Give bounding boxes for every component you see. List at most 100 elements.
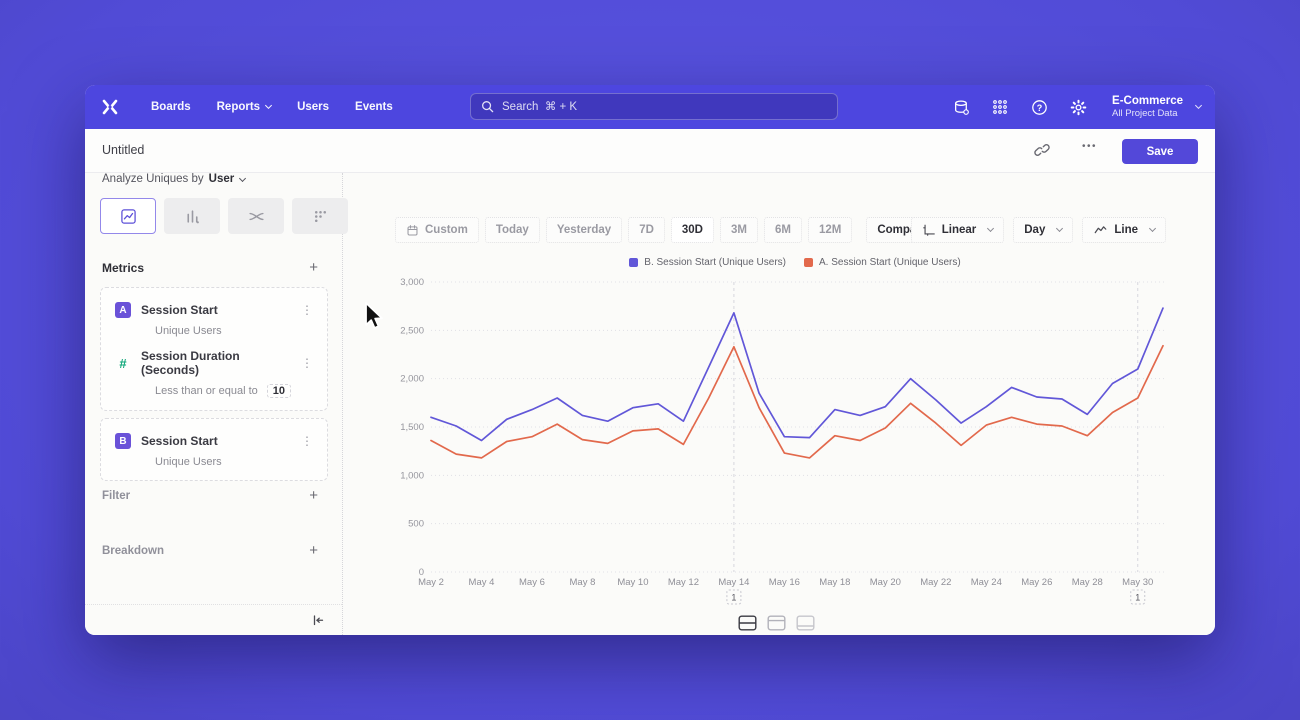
svg-text:May 2: May 2 [418, 577, 444, 588]
range-button-today[interactable]: Today [484, 217, 540, 243]
tab-funnels[interactable] [164, 198, 220, 234]
metrics-header: Metrics + [102, 259, 318, 276]
add-metric-button[interactable]: + [309, 259, 318, 276]
metric-item-session-start[interactable]: A Session Start ⋮ Unique Users [101, 292, 327, 337]
report-header: Untitled ••• Save [85, 129, 1215, 173]
scale-dropdown[interactable]: Linear [910, 217, 1005, 243]
save-button[interactable]: Save [1122, 139, 1198, 164]
svg-text:May 14: May 14 [718, 577, 749, 588]
chart-svg: 0 500 1,000 1,500 2,000 2,500 3,000 May 2 May 4 M… [400, 277, 1167, 605]
svg-text:1: 1 [731, 593, 736, 603]
share-link-icon[interactable] [1034, 142, 1050, 163]
svg-text:May 10: May 10 [617, 577, 648, 588]
add-filter-button[interactable]: + [309, 487, 318, 504]
help-icon[interactable]: ? [1030, 98, 1048, 116]
metric-title: Session Start [141, 434, 218, 448]
settings-gear-icon[interactable] [1069, 98, 1087, 116]
svg-text:May 12: May 12 [668, 577, 699, 588]
series-line-b-session-start-unique-users[interactable] [430, 307, 1164, 442]
range-button-yesterday[interactable]: Yesterday [545, 217, 623, 243]
nav-item-boards[interactable]: Boards [151, 101, 191, 113]
metrics-title: Metrics [102, 261, 145, 275]
chart-legend: B. Session Start (Unique Users) A. Sessio… [425, 257, 1165, 268]
tab-retention[interactable] [292, 198, 348, 234]
nav-item-reports[interactable]: Reports [217, 101, 273, 113]
metric-group-card: B Session Start ⋮ Unique Users [100, 418, 328, 481]
svg-text:0: 0 [419, 567, 424, 578]
svg-text:?: ? [1036, 102, 1042, 112]
mixpanel-logo-icon[interactable] [99, 96, 121, 118]
search-icon [482, 101, 494, 113]
legend-swatch [629, 258, 639, 267]
metric-subtitle: Unique Users [155, 325, 222, 337]
legend-item-b-session-start-unique-users[interactable]: B. Session Start (Unique Users) [629, 257, 786, 268]
panel-layout-toggles [737, 614, 815, 631]
project-subtitle: All Project Data [1112, 108, 1178, 119]
nav-right: ? E-Commerce All Project Data [952, 85, 1203, 129]
svg-text:May 20: May 20 [870, 577, 901, 588]
svg-text:2,500: 2,500 [400, 325, 424, 336]
axis-icon [922, 224, 935, 236]
breakdown-label: Breakdown [102, 545, 164, 557]
scale-label: Linear [941, 224, 977, 236]
nav-item-users[interactable]: Users [297, 101, 330, 113]
condition-value[interactable]: 10 [266, 384, 291, 398]
filter-section: Filter + [102, 487, 318, 504]
legend-item-a-session-start-unique-users[interactable]: A. Session Start (Unique Users) [804, 257, 961, 268]
range-button-12m[interactable]: 12M [807, 217, 853, 243]
svg-text:May 16: May 16 [769, 577, 800, 588]
hash-property-icon: # [119, 355, 127, 371]
data-management-icon[interactable] [952, 98, 970, 116]
metric-group-card: A Session Start ⋮ Unique Users # Session Dura… [100, 287, 328, 411]
granularity-label: Day [1024, 224, 1046, 236]
nav-items: Boards Reports Users Events [151, 101, 393, 113]
range-button-7d[interactable]: 7D [628, 217, 665, 243]
granularity-dropdown[interactable]: Day [1013, 217, 1074, 243]
nav-item-events[interactable]: Events [355, 101, 393, 113]
chart-controls: Linear Day Line [910, 217, 1166, 243]
layout-top-bar-icon[interactable] [766, 614, 786, 631]
search-bar[interactable] [470, 93, 838, 120]
metric-letter-badge: A [115, 302, 131, 318]
add-breakdown-button[interactable]: + [309, 542, 318, 559]
metric-title: Session Start [141, 303, 218, 317]
chevron-down-icon [239, 174, 247, 182]
tab-insights[interactable] [100, 198, 156, 234]
content-area: Analyze Uniques by User [85, 173, 1215, 635]
metric-subtitle: Unique Users [155, 456, 222, 468]
app-window: Boards Reports Users Events [85, 85, 1215, 635]
svg-text:May 18: May 18 [819, 577, 850, 588]
kebab-menu-icon[interactable]: ⋮ [301, 356, 313, 370]
annotation-marker[interactable]: 1 [726, 589, 742, 605]
range-button-custom[interactable]: Custom [395, 217, 479, 243]
more-menu-button[interactable]: ••• [1081, 141, 1097, 152]
chart-type-dropdown[interactable]: Line [1082, 217, 1166, 243]
svg-text:May 30: May 30 [1122, 577, 1153, 588]
analyze-value[interactable]: User [208, 173, 235, 185]
metric-item-session-duration-seconds[interactable]: # Session Duration (Seconds) ⋮ Less than or… [101, 339, 327, 398]
range-button-30d[interactable]: 30D [670, 217, 714, 243]
kebab-menu-icon[interactable]: ⋮ [301, 434, 313, 448]
svg-text:May 24: May 24 [971, 577, 1002, 588]
layout-split-horizontal-icon[interactable] [737, 614, 757, 631]
tab-flows[interactable] [228, 198, 284, 234]
project-name: E-Commerce [1112, 95, 1183, 107]
svg-text:May 26: May 26 [1021, 577, 1052, 588]
range-button-6m[interactable]: 6M [763, 217, 802, 243]
kebab-menu-icon[interactable]: ⋮ [301, 303, 313, 317]
project-selector[interactable]: E-Commerce All Project Data [1112, 95, 1203, 119]
metric-title: Session Duration (Seconds) [141, 349, 240, 377]
report-title[interactable]: Untitled [102, 143, 145, 157]
search-input[interactable] [502, 100, 827, 113]
collapse-sidebar-icon[interactable] [310, 612, 326, 633]
svg-text:2,000: 2,000 [400, 374, 424, 385]
analyze-uniques-row[interactable]: Analyze Uniques by User [102, 173, 247, 186]
layout-full-panel-icon[interactable] [795, 614, 815, 631]
metric-item-session-start[interactable]: B Session Start ⋮ Unique Users [101, 423, 327, 468]
annotation-marker[interactable]: 1 [1130, 589, 1146, 605]
metric-subtitle: Less than or equal to 10 [155, 384, 315, 398]
series-line-a-session-start-unique-users[interactable] [430, 344, 1164, 459]
range-button-3m[interactable]: 3M [720, 217, 758, 243]
apps-grid-icon[interactable] [991, 98, 1009, 116]
line-chart-icon [1094, 226, 1107, 234]
